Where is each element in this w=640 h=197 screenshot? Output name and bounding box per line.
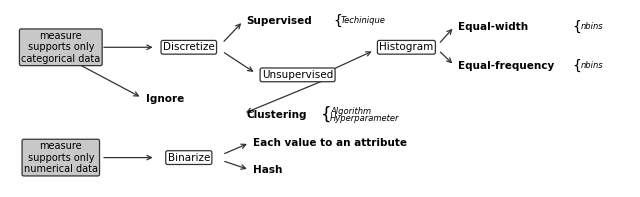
Text: {: {: [572, 20, 581, 34]
Text: Ignore: Ignore: [146, 95, 184, 104]
Text: {: {: [321, 106, 331, 124]
Text: Discretize: Discretize: [163, 42, 214, 52]
Text: {: {: [572, 59, 581, 73]
Text: Binarize: Binarize: [168, 153, 210, 163]
Text: Supervised: Supervised: [246, 16, 312, 26]
Text: {: {: [333, 14, 342, 28]
Text: nbins: nbins: [581, 61, 604, 71]
Text: nbins: nbins: [581, 22, 604, 31]
Text: Each value to an attribute: Each value to an attribute: [253, 138, 407, 148]
Text: measure
supports only
categorical data: measure supports only categorical data: [21, 31, 100, 64]
Text: Clustering: Clustering: [246, 110, 307, 120]
Text: Equal-width: Equal-width: [458, 22, 528, 32]
Text: measure
supports only
numerical data: measure supports only numerical data: [24, 141, 98, 174]
Text: Hash: Hash: [253, 165, 282, 175]
Text: Equal-frequency: Equal-frequency: [458, 61, 554, 71]
Text: Unsupervised: Unsupervised: [262, 70, 333, 80]
Text: Algorithm: Algorithm: [330, 107, 371, 116]
Text: Histogram: Histogram: [380, 42, 433, 52]
Text: Techinique: Techinique: [341, 16, 386, 25]
Text: Hyperparameter: Hyperparameter: [330, 114, 400, 123]
